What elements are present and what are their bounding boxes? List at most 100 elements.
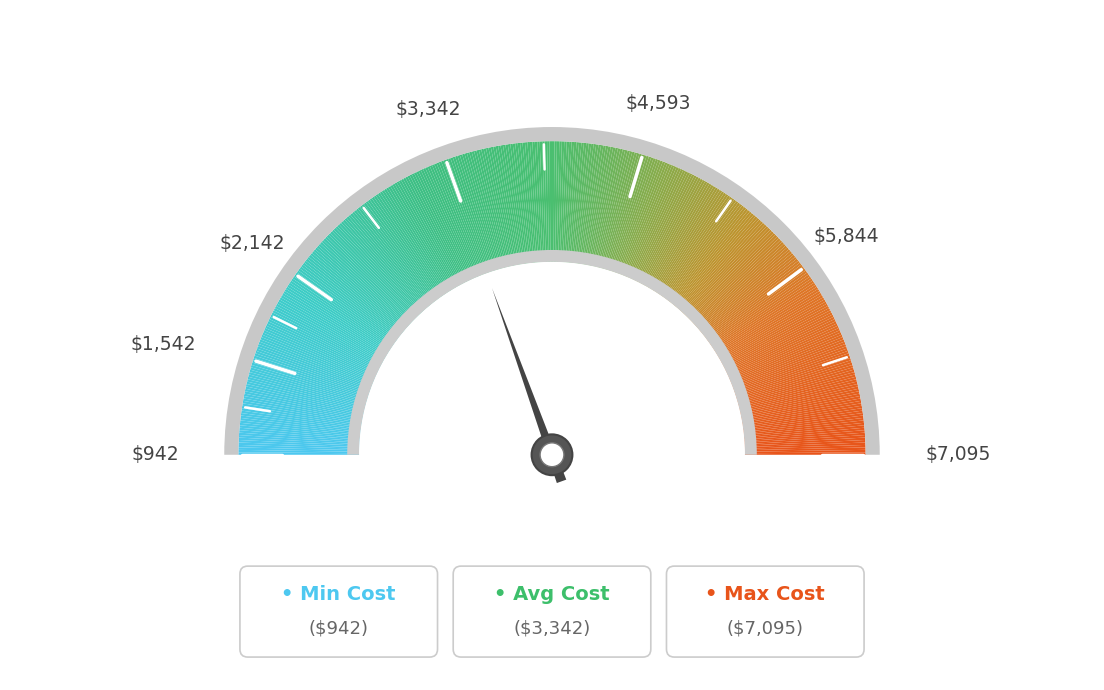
- Bar: [50, 455, 1054, 690]
- Wedge shape: [586, 146, 611, 265]
- Wedge shape: [636, 172, 690, 282]
- Wedge shape: [745, 442, 866, 448]
- Wedge shape: [608, 155, 647, 271]
- Wedge shape: [477, 150, 507, 268]
- Wedge shape: [627, 166, 677, 278]
- Wedge shape: [459, 155, 497, 270]
- Wedge shape: [683, 224, 766, 314]
- Wedge shape: [333, 228, 418, 316]
- Wedge shape: [240, 428, 360, 440]
- Wedge shape: [665, 199, 736, 299]
- Wedge shape: [348, 215, 428, 308]
- Wedge shape: [698, 249, 790, 330]
- Wedge shape: [491, 147, 516, 266]
- Wedge shape: [744, 418, 863, 433]
- Wedge shape: [673, 212, 752, 306]
- Wedge shape: [649, 184, 712, 288]
- Wedge shape: [570, 143, 584, 263]
- Wedge shape: [323, 238, 413, 323]
- Wedge shape: [743, 406, 862, 426]
- Wedge shape: [591, 148, 618, 266]
- Wedge shape: [741, 391, 860, 417]
- Wedge shape: [733, 346, 847, 389]
- Wedge shape: [520, 143, 534, 263]
- Wedge shape: [745, 440, 866, 447]
- Wedge shape: [246, 382, 364, 411]
- Wedge shape: [651, 186, 715, 290]
- Wedge shape: [524, 142, 537, 263]
- Wedge shape: [429, 165, 478, 277]
- Wedge shape: [354, 210, 432, 305]
- Wedge shape: [742, 403, 862, 424]
- Wedge shape: [736, 360, 852, 398]
- Wedge shape: [667, 202, 741, 301]
- Wedge shape: [275, 306, 382, 364]
- Wedge shape: [620, 161, 666, 275]
- Wedge shape: [306, 259, 402, 335]
- Wedge shape: [432, 164, 479, 277]
- Wedge shape: [360, 206, 435, 302]
- Wedge shape: [723, 310, 831, 367]
- Wedge shape: [421, 169, 473, 279]
- Wedge shape: [720, 299, 826, 360]
- Wedge shape: [613, 157, 654, 273]
- Wedge shape: [744, 425, 864, 438]
- Wedge shape: [567, 142, 580, 263]
- Wedge shape: [721, 304, 828, 363]
- Wedge shape: [241, 415, 361, 432]
- Wedge shape: [687, 230, 772, 317]
- Wedge shape: [332, 230, 417, 317]
- Wedge shape: [733, 348, 848, 391]
- Wedge shape: [467, 152, 501, 269]
- Wedge shape: [285, 289, 389, 354]
- Wedge shape: [617, 159, 660, 274]
- Wedge shape: [630, 168, 681, 279]
- Wedge shape: [390, 185, 454, 290]
- Text: ($942): ($942): [309, 620, 369, 638]
- Wedge shape: [581, 145, 601, 264]
- Wedge shape: [245, 388, 363, 415]
- Wedge shape: [564, 141, 574, 262]
- Wedge shape: [338, 224, 421, 314]
- FancyBboxPatch shape: [667, 566, 864, 657]
- Wedge shape: [238, 447, 359, 452]
- Wedge shape: [708, 268, 806, 342]
- Wedge shape: [737, 367, 853, 402]
- Wedge shape: [373, 195, 444, 296]
- Wedge shape: [368, 199, 439, 299]
- Wedge shape: [544, 141, 549, 262]
- Wedge shape: [623, 163, 670, 276]
- Wedge shape: [645, 180, 705, 286]
- Wedge shape: [720, 302, 827, 362]
- Wedge shape: [676, 215, 756, 308]
- Wedge shape: [603, 152, 637, 269]
- Wedge shape: [405, 177, 463, 284]
- Wedge shape: [705, 264, 803, 339]
- Wedge shape: [599, 151, 633, 268]
- Wedge shape: [643, 177, 701, 285]
- Text: ($3,342): ($3,342): [513, 620, 591, 638]
- Wedge shape: [247, 380, 364, 410]
- Wedge shape: [297, 270, 396, 343]
- Wedge shape: [238, 435, 360, 444]
- Wedge shape: [293, 277, 393, 346]
- Wedge shape: [330, 231, 416, 318]
- Wedge shape: [396, 181, 458, 287]
- Wedge shape: [731, 337, 843, 384]
- Wedge shape: [314, 249, 406, 330]
- Wedge shape: [739, 372, 856, 405]
- Wedge shape: [618, 161, 662, 275]
- Wedge shape: [362, 204, 436, 302]
- Wedge shape: [744, 433, 866, 443]
- Wedge shape: [741, 388, 859, 415]
- Wedge shape: [693, 242, 784, 325]
- Wedge shape: [701, 257, 797, 334]
- Wedge shape: [261, 337, 373, 384]
- Wedge shape: [740, 382, 858, 411]
- Wedge shape: [726, 322, 837, 374]
- Wedge shape: [510, 144, 528, 264]
- Wedge shape: [263, 331, 375, 380]
- Wedge shape: [722, 308, 830, 366]
- Wedge shape: [744, 435, 866, 444]
- Wedge shape: [631, 169, 683, 279]
